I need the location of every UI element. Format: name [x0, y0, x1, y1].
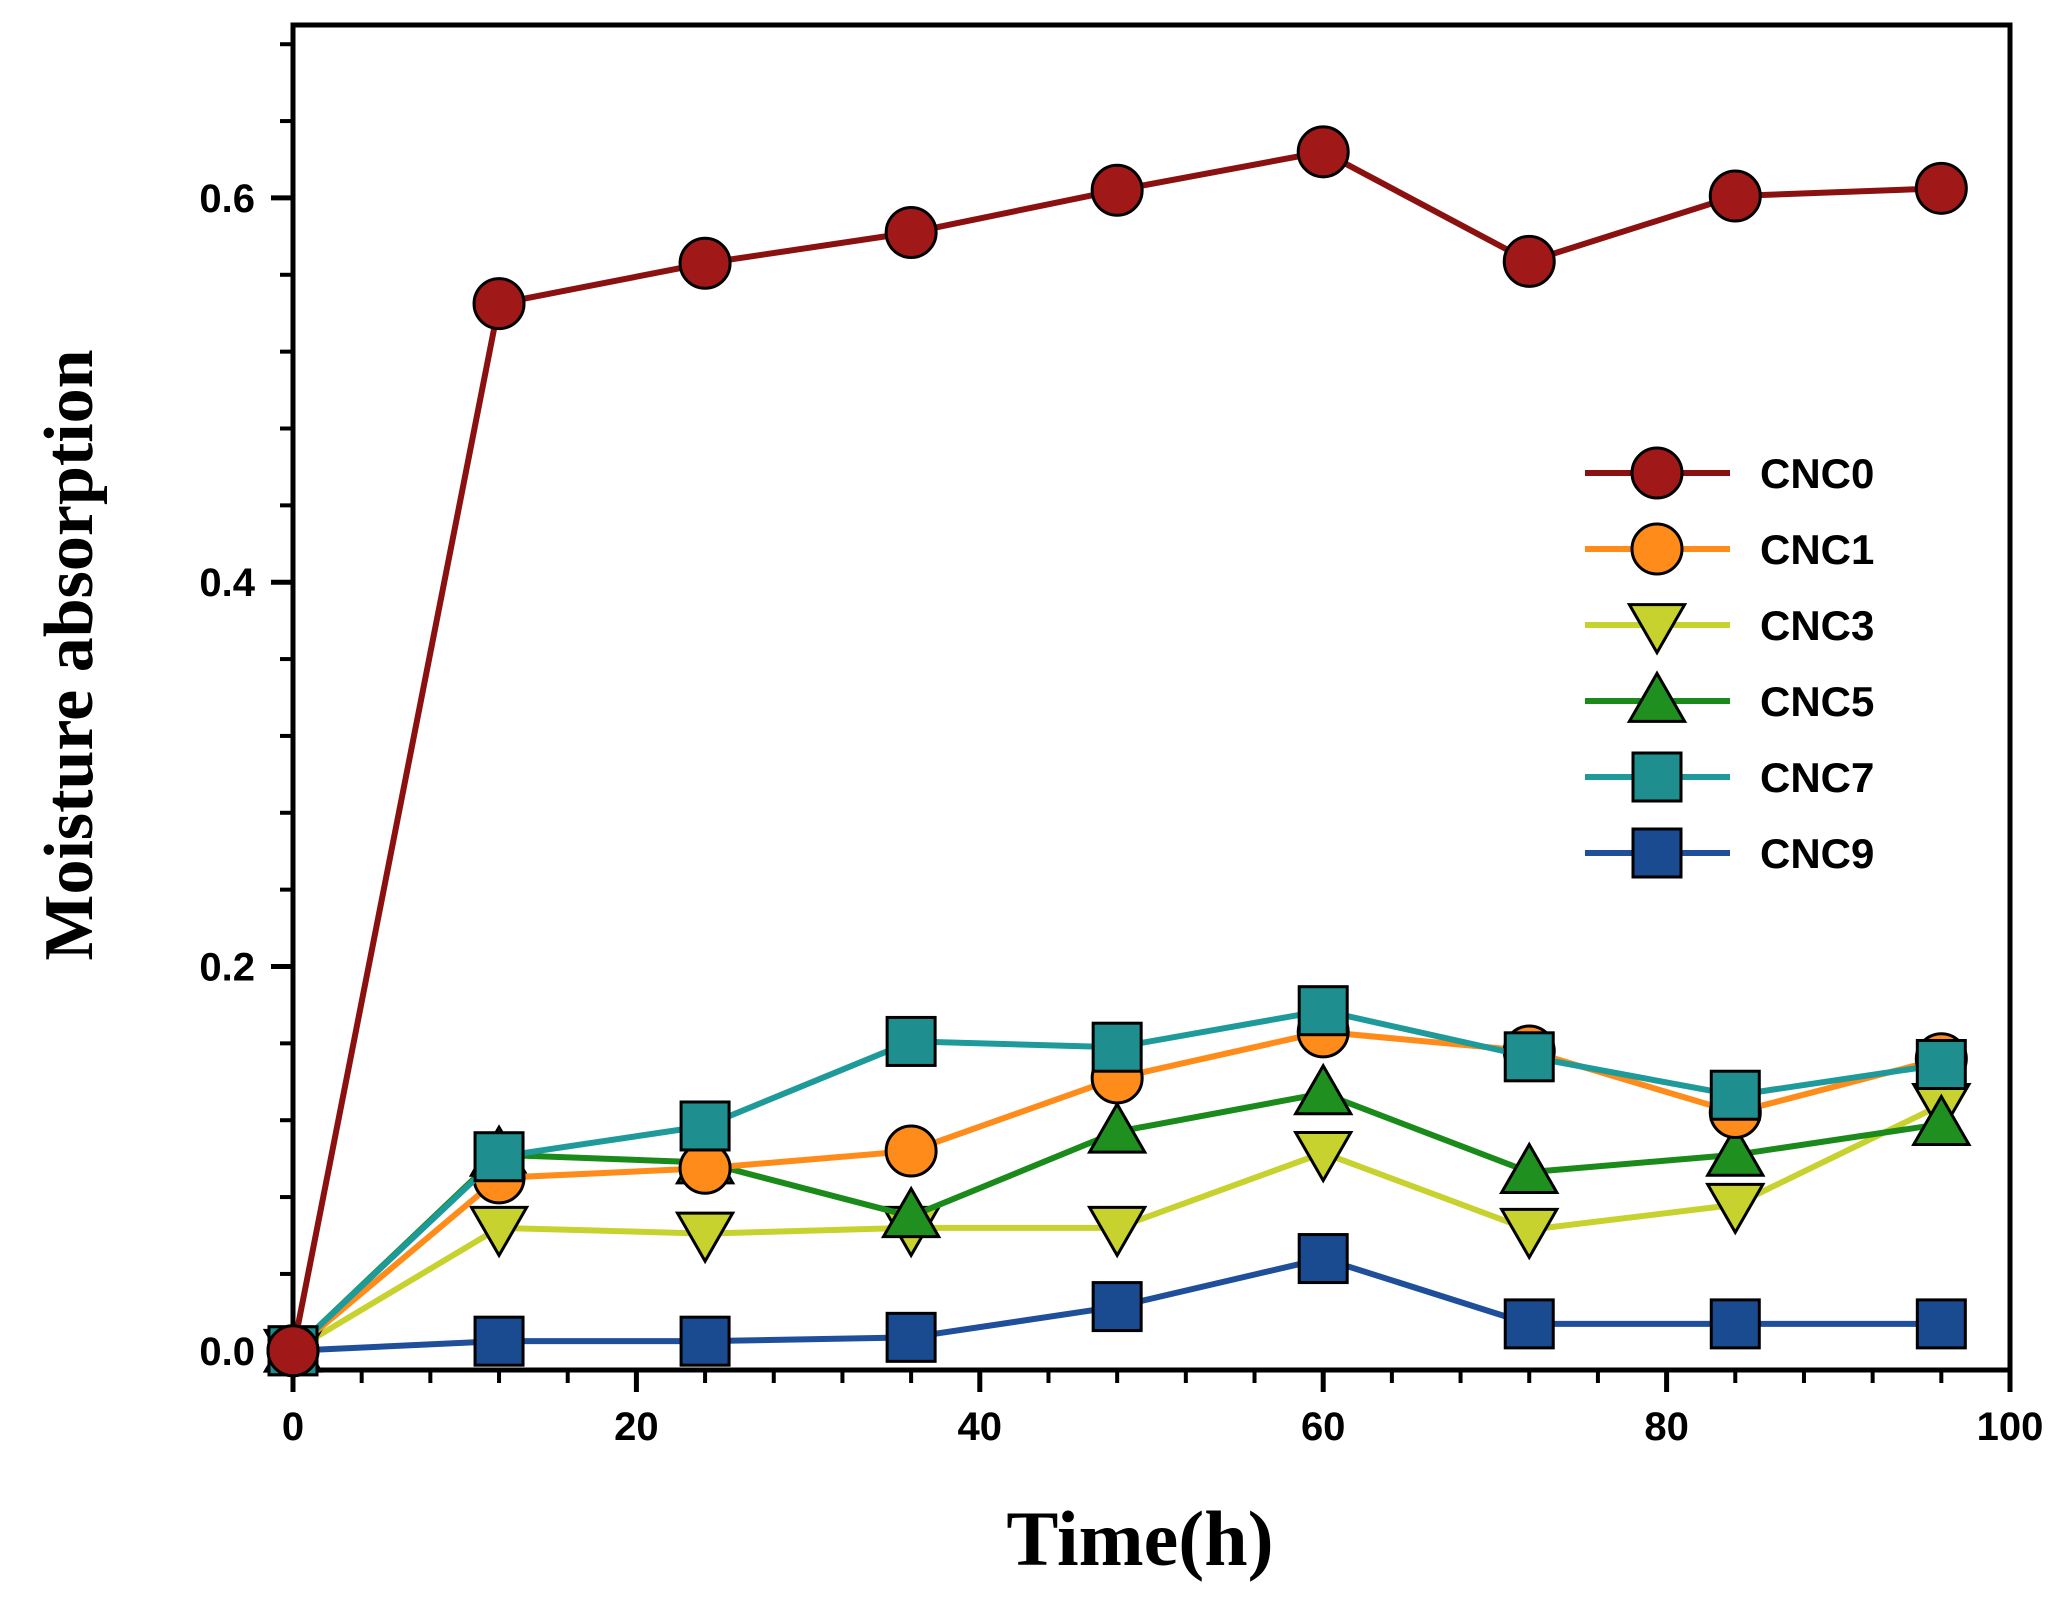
data-point-cnc0: [1296, 125, 1350, 179]
data-point-cnc5: [1911, 1093, 1972, 1146]
data-point-cnc7: [1915, 1038, 1967, 1090]
series-cnc0: [266, 125, 1968, 1378]
data-point-cnc9: [885, 1311, 937, 1363]
x-axis-title: Time(h): [1006, 1495, 1273, 1582]
data-point-cnc9: [1915, 1298, 1967, 1350]
data-point-cnc9: [473, 1315, 525, 1367]
data-point-cnc0: [1914, 161, 1968, 215]
data-point-cnc9: [679, 1315, 731, 1367]
data-point-cnc3: [1705, 1182, 1766, 1236]
legend-label: CNC1: [1760, 526, 1874, 573]
legend-marker: [1631, 751, 1683, 803]
data-point-cnc7: [1091, 1021, 1143, 1073]
data-point-cnc3: [674, 1211, 736, 1265]
x-tick-label: 60: [1301, 1405, 1346, 1449]
legend-label: CNC0: [1760, 450, 1874, 497]
data-point-cnc1: [884, 1124, 938, 1178]
data-point-cnc7: [885, 1015, 937, 1067]
data-point-cnc0: [1090, 163, 1144, 217]
legend-marker: [1626, 670, 1688, 723]
x-tick-label: 40: [958, 1405, 1003, 1449]
data-point-cnc5: [1499, 1141, 1560, 1194]
x-tick-label: 0: [282, 1405, 304, 1449]
data-point-cnc7: [1709, 1069, 1761, 1121]
legend-label: CNC9: [1760, 830, 1874, 877]
legend-label: CNC7: [1760, 754, 1874, 801]
data-point-cnc3: [468, 1205, 530, 1259]
series-line-cnc0: [290, 148, 1942, 1352]
legend: CNC0 CNC1 CNC3 CNC5 CNC7 CNC9: [1585, 446, 1874, 879]
series-group: [262, 125, 1972, 1382]
legend-label: CNC5: [1760, 678, 1874, 725]
legend-item-cnc0: CNC0: [1585, 446, 1874, 500]
y-axis-title: Moisture absorption: [31, 349, 108, 960]
legend-label: CNC3: [1760, 602, 1874, 649]
data-point-cnc5: [1086, 1101, 1148, 1154]
data-point-cnc0: [884, 206, 938, 260]
data-point-cnc9: [1503, 1298, 1555, 1350]
legend-item-cnc9: CNC9: [1585, 827, 1874, 879]
legend-item-cnc5: CNC5: [1585, 670, 1874, 725]
plot-frame: [290, 22, 2013, 1373]
legend-marker: [1631, 827, 1683, 879]
data-point-cnc5: [1293, 1062, 1354, 1116]
x-tick-label: 100: [1977, 1405, 2044, 1449]
legend-item-cnc7: CNC7: [1585, 751, 1874, 803]
x-tick-label: 80: [1644, 1405, 1689, 1449]
y-tick-label: 0.4: [199, 561, 255, 605]
plot-border: [290, 22, 2013, 1373]
legend-item-cnc1: CNC1: [1585, 522, 1874, 576]
data-point-cnc5: [1705, 1124, 1766, 1177]
legend-item-cnc3: CNC3: [1585, 602, 1874, 656]
data-point-cnc3: [1499, 1207, 1560, 1261]
data-point-cnc7: [473, 1131, 525, 1183]
legend-marker: [1630, 522, 1684, 576]
data-point-cnc0: [266, 1324, 320, 1378]
y-tick-label: 0.0: [199, 1330, 255, 1374]
data-point-cnc7: [1297, 985, 1349, 1037]
data-point-cnc3: [1293, 1130, 1354, 1184]
data-point-cnc7: [1503, 1031, 1555, 1083]
legend-marker: [1630, 446, 1684, 500]
data-point-cnc9: [1709, 1298, 1761, 1350]
x-tick-label: 20: [614, 1405, 659, 1449]
series-cnc7: [267, 985, 1967, 1377]
y-tick-label: 0.2: [199, 946, 255, 990]
data-point-cnc9: [1091, 1281, 1143, 1333]
data-point-cnc0: [1708, 169, 1762, 223]
data-point-cnc0: [472, 277, 526, 331]
y-tick-label: 0.6: [199, 177, 255, 221]
data-point-cnc0: [1502, 234, 1556, 288]
data-point-cnc0: [678, 236, 732, 290]
data-point-cnc3: [1086, 1205, 1148, 1259]
data-point-cnc5: [880, 1185, 942, 1239]
data-point-cnc7: [679, 1100, 731, 1152]
axis-ticks: 0 20 40 60 80 100 0.0 0.2 0.4 0.6: [199, 42, 2044, 1449]
legend-marker: [1626, 603, 1688, 656]
data-point-cnc9: [1297, 1233, 1349, 1285]
